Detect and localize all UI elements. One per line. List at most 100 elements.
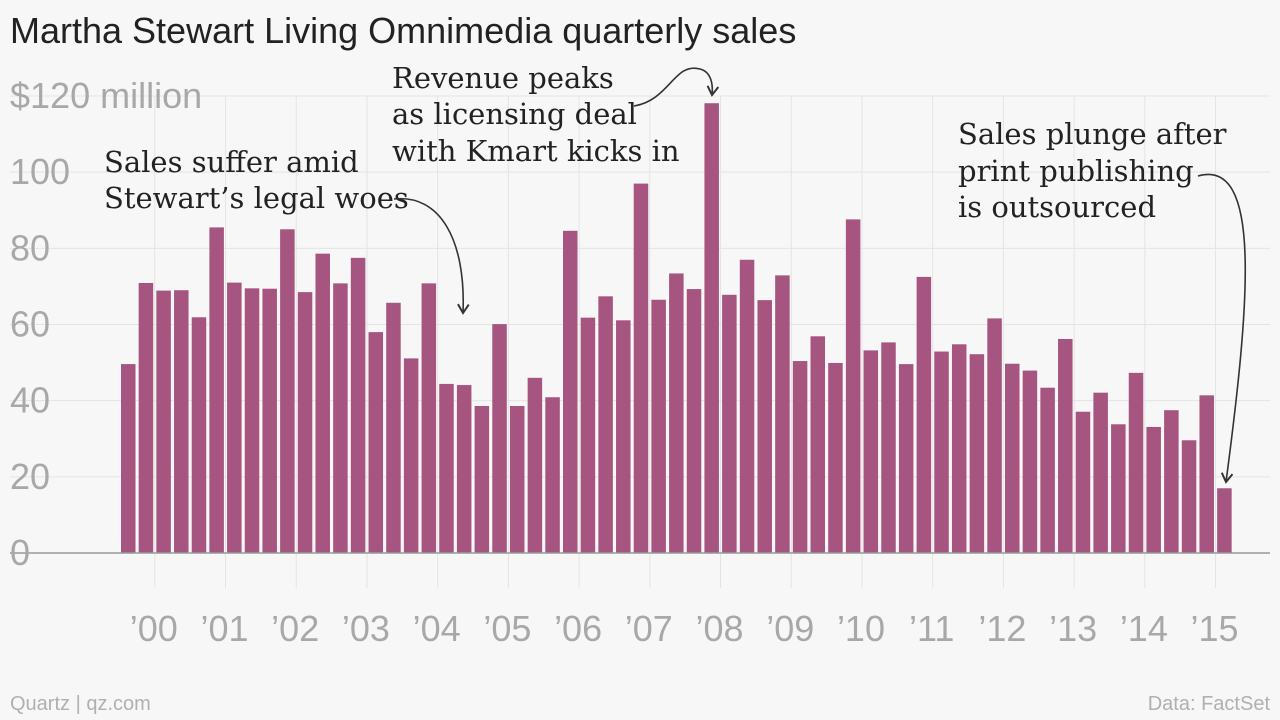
bar — [580, 317, 596, 553]
bar — [315, 253, 330, 554]
x-tick-label: ’11 — [909, 608, 954, 649]
bar — [421, 283, 437, 553]
bar — [1022, 370, 1038, 553]
bar — [1217, 488, 1232, 553]
annotation-kmart-peak-arrow — [633, 67, 720, 107]
x-tick-label: ’04 — [413, 608, 461, 649]
x-tick-label: ’01 — [200, 608, 248, 649]
x-tick-label: ’10 — [837, 608, 885, 649]
annotation-print-outsourced: Sales plunge after print publishing is o… — [958, 117, 1247, 484]
x-tick-label: ’05 — [483, 608, 531, 649]
annotation-legal-woes-text: Sales suffer amid Stewart’s legal woes — [104, 145, 409, 215]
x-axis-ticks: ’00 ’01 ’02 ’03 ’04 ’05 ’06 ’07 ’08 ’09 ’10 ’11 ’12 ’… — [130, 608, 1239, 649]
annotation-line: Sales suffer amid — [104, 145, 359, 179]
bar — [1040, 387, 1055, 553]
x-tick-label: ’09 — [766, 608, 814, 649]
y-tick-label: $120 million — [10, 75, 202, 116]
bar — [509, 405, 525, 553]
bar — [916, 276, 932, 553]
bar — [1181, 440, 1197, 553]
annotation-print-outsourced-arrow — [1197, 173, 1247, 484]
bar — [191, 317, 207, 553]
bar — [280, 229, 295, 553]
bar — [987, 318, 1002, 553]
x-tick-label: ’00 — [130, 608, 178, 649]
x-tick-label: ’12 — [978, 608, 1026, 649]
bar — [156, 290, 171, 553]
annotation-legal-woes-arrow — [393, 197, 470, 315]
x-tick-label: ’13 — [1049, 608, 1097, 649]
x-tick-label: ’15 — [1191, 608, 1239, 649]
x-tick-label: ’07 — [625, 608, 673, 649]
bar — [1146, 426, 1161, 553]
y-tick-label: 20 — [10, 456, 50, 497]
bar — [1075, 411, 1091, 553]
bar — [1164, 410, 1179, 553]
y-axis-ticks: 0 20 40 60 80 100 $120 million — [10, 75, 202, 573]
bar — [456, 385, 472, 553]
bar — [403, 358, 419, 553]
x-tick-label: ’06 — [554, 608, 602, 649]
x-tick-label: ’14 — [1120, 608, 1168, 649]
annotation-line: with Kmart kicks in — [392, 134, 680, 168]
bar — [492, 324, 507, 553]
bar — [138, 282, 154, 553]
bar — [227, 282, 242, 553]
bar — [527, 377, 543, 553]
bar — [563, 230, 578, 553]
bars — [121, 103, 1232, 554]
bar — [969, 354, 985, 553]
bar — [828, 362, 843, 553]
bar — [1005, 363, 1020, 553]
annotation-line: is outsourced — [958, 190, 1156, 224]
bar — [722, 294, 737, 553]
bar — [669, 273, 684, 553]
annotation-line: as licensing deal — [392, 97, 637, 131]
y-tick-label: 40 — [10, 380, 50, 421]
bar — [209, 227, 224, 553]
bar — [704, 103, 719, 553]
annotation-kmart-peak-text: Revenue peaks as licensing deal with Kma… — [392, 61, 680, 168]
x-tick-label: ’08 — [696, 608, 744, 649]
bar — [174, 290, 189, 553]
chart-title: Martha Stewart Living Omnimedia quarterl… — [10, 10, 797, 51]
bar — [1058, 338, 1073, 553]
bar — [739, 259, 755, 553]
bar — [810, 336, 826, 553]
annotation-line: print publishing — [958, 154, 1194, 188]
bar — [1199, 395, 1214, 553]
x-tick-label: ’02 — [271, 608, 319, 649]
annotation-kmart-peak: Revenue peaks as licensing deal with Kma… — [392, 61, 720, 168]
bar — [757, 300, 772, 553]
bar — [1093, 392, 1108, 553]
bar — [633, 183, 649, 553]
bar — [368, 332, 384, 553]
annotation-line: Stewart’s legal woes — [104, 181, 409, 215]
bar — [333, 283, 348, 553]
bar — [686, 289, 702, 553]
bar — [934, 351, 949, 553]
annotation-line: Sales plunge after — [958, 117, 1227, 151]
bar — [881, 342, 896, 553]
bar — [845, 219, 861, 553]
bar — [1128, 372, 1144, 553]
bar — [121, 364, 136, 553]
bar — [775, 275, 790, 553]
bar — [474, 405, 490, 553]
bar — [244, 288, 260, 553]
x-tick-label: ’03 — [342, 608, 390, 649]
footer-source-brand: Quartz | qz.com — [10, 693, 151, 715]
bar — [792, 361, 808, 553]
y-tick-label: 80 — [10, 227, 50, 268]
bar — [898, 364, 914, 553]
annotation-line: Revenue peaks — [392, 61, 614, 95]
annotation-print-outsourced-text: Sales plunge after print publishing is o… — [958, 117, 1236, 224]
bar — [616, 320, 631, 553]
bar — [651, 299, 666, 553]
bar — [863, 350, 879, 553]
bar — [1111, 424, 1126, 553]
bar — [439, 383, 454, 553]
bar — [350, 257, 366, 553]
bar — [262, 288, 277, 553]
